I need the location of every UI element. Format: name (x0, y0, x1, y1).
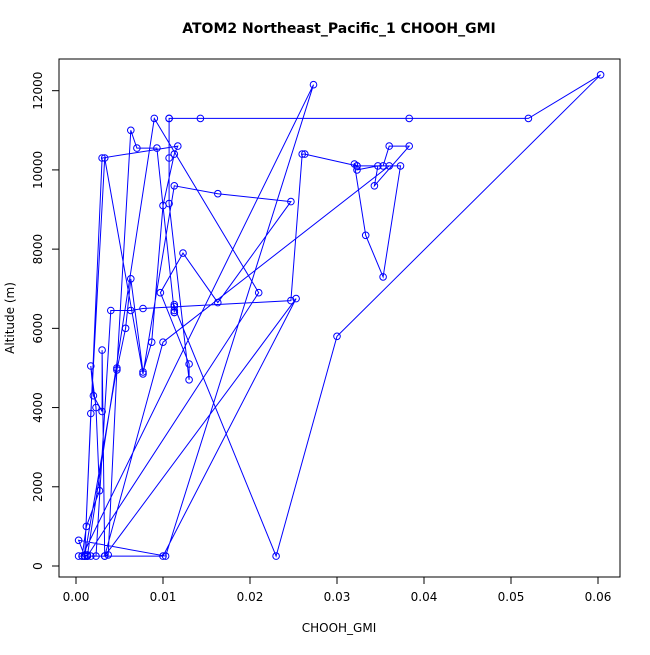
data-point (292, 294, 300, 303)
data-point (353, 166, 361, 174)
x-tick-label: 0.01 (150, 590, 177, 604)
data-point (100, 154, 109, 162)
data-point (104, 551, 112, 559)
data-point (170, 150, 179, 158)
data-point (100, 552, 109, 560)
data-point (353, 162, 361, 170)
data-point (165, 199, 173, 208)
data-point (214, 298, 222, 307)
data-point (254, 288, 263, 297)
data-point (82, 522, 91, 531)
data-point (301, 150, 309, 158)
data-point (74, 536, 83, 545)
data-point (133, 144, 141, 152)
x-tick-label: 0.02 (237, 590, 264, 604)
x-tick-label: 0.04 (411, 590, 438, 604)
plot-frame (58, 58, 621, 578)
x-axis-label: CHOOH_GMI (302, 621, 377, 635)
data-point (161, 552, 170, 560)
data-point (153, 144, 161, 152)
data-point (405, 114, 414, 123)
data-point (385, 162, 394, 170)
data-point (272, 552, 280, 560)
data-point (92, 403, 100, 412)
data-point (287, 296, 295, 305)
data-point (185, 360, 193, 368)
data-point (379, 273, 387, 281)
data-point (127, 306, 135, 315)
chart-title: ATOM2 Northeast_Pacific_1 CHOOH_GMI (182, 21, 495, 37)
data-point (596, 71, 605, 79)
y-axis-label: Altitude (m) (3, 282, 17, 354)
data-point (121, 324, 130, 333)
data-point (170, 308, 179, 317)
data-point (139, 368, 147, 376)
data-point (150, 114, 159, 123)
data-point (196, 114, 205, 123)
y-tick-label: 12000 (31, 72, 45, 110)
data-point (405, 142, 414, 150)
x-tick-label: 0.05 (498, 590, 525, 604)
data-point (139, 370, 147, 378)
data-point (156, 288, 165, 297)
data-point (333, 332, 341, 341)
y-tick-label: 10000 (31, 151, 45, 189)
data-point (113, 364, 121, 372)
data-point (379, 162, 387, 170)
y-tick-label: 0 (31, 562, 45, 570)
data-point (396, 162, 405, 170)
data-point (95, 486, 104, 495)
y-tick-label: 2000 (31, 472, 45, 503)
data-point (170, 182, 179, 190)
y-tick-label: 4000 (31, 392, 45, 423)
series-layer (74, 71, 605, 560)
data-point (214, 189, 222, 198)
series-line (77, 74, 601, 558)
data-point (385, 142, 394, 150)
data-point (113, 366, 121, 374)
data-point (361, 231, 370, 240)
data-point (159, 338, 167, 347)
data-point (89, 391, 98, 400)
data-point (287, 197, 295, 206)
x-tick-label: 0.00 (63, 590, 90, 604)
data-point (92, 552, 100, 560)
data-point (98, 407, 106, 416)
data-point (98, 154, 106, 162)
data-point (309, 80, 318, 89)
x-tick-label: 0.03 (324, 590, 351, 604)
y-tick-label: 6000 (31, 313, 45, 344)
data-point (87, 409, 95, 418)
data-point (170, 300, 179, 309)
data-point (139, 304, 147, 313)
data-point (127, 126, 135, 135)
data-point (165, 114, 173, 123)
data-point (170, 306, 179, 315)
data-point (80, 552, 89, 560)
data-point (524, 114, 533, 123)
data-point (159, 552, 167, 560)
data-point (127, 275, 135, 283)
data-point (298, 150, 307, 158)
data-point (107, 306, 115, 315)
data-point (147, 338, 156, 347)
x-tick-label: 0.06 (585, 590, 612, 604)
data-point (165, 154, 173, 162)
data-point (374, 162, 382, 170)
x-axis: 0.00 0.01 0.02 0.03 0.04 0.05 0.06 (63, 576, 612, 604)
data-point (74, 552, 83, 560)
data-point (87, 362, 95, 370)
data-point (370, 182, 379, 190)
data-point (185, 376, 193, 384)
y-tick-label: 8000 (31, 234, 45, 265)
data-point (78, 552, 86, 560)
data-point (83, 552, 92, 560)
data-point (174, 142, 182, 150)
data-point (98, 346, 106, 354)
y-axis: 0 2000 4000 6000 8000 10000 12000 (31, 72, 60, 570)
data-point (170, 302, 179, 311)
data-point (179, 249, 187, 257)
